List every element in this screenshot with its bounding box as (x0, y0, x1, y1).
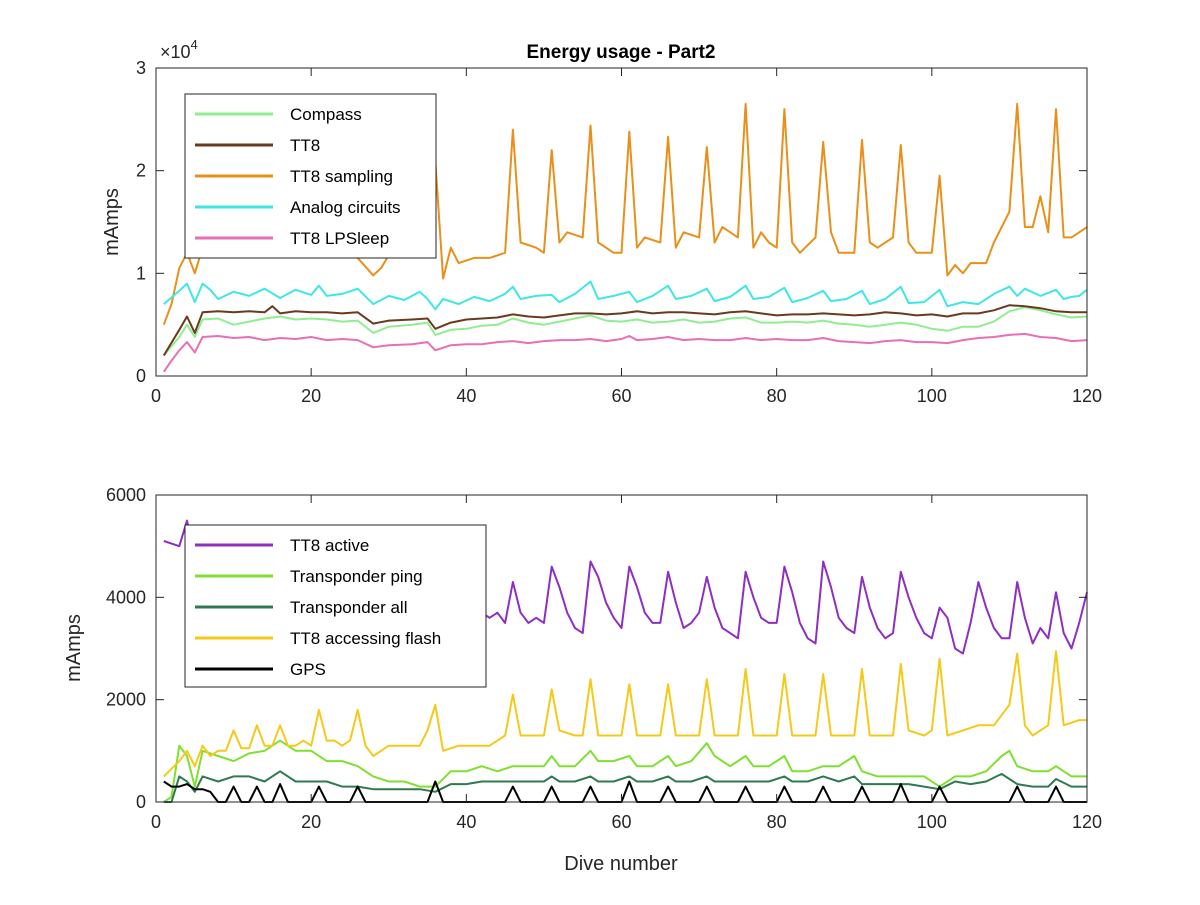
legend-label-gps: GPS (290, 660, 326, 679)
bottom-legend: TT8 active Transponder ping Transponder al… (184, 524, 487, 688)
exponent-power: 4 (191, 37, 198, 52)
top-x-tick-label: 80 (767, 386, 787, 406)
bottom-x-tick-label: 60 (611, 812, 631, 832)
legend-label-transponder-ping: Transponder ping (290, 567, 423, 586)
bottom-y-tick-label: 6000 (106, 485, 146, 505)
top-y-tick-label: 2 (136, 161, 146, 181)
top-y-tick-label: 0 (136, 366, 146, 386)
top-y-axis-label: mAmps (101, 188, 123, 256)
series-line-transponder-all (163, 770, 1087, 803)
legend-label-tt8-sampling: TT8 sampling (290, 167, 393, 186)
series-line-tt8-lpsleep (162, 332, 1088, 373)
legend-label-tt8-active: TT8 active (290, 536, 369, 555)
legend-label-compass: Compass (290, 105, 362, 124)
top-legend: Compass TT8 TT8 sampling Analog circuits TT8… (184, 93, 437, 259)
top-x-tick-label: 60 (611, 386, 631, 406)
top-y-exponent: ×104 (160, 37, 198, 62)
legend-label-transponder-all: Transponder all (290, 598, 408, 617)
chart-title: Energy usage - Part2 (526, 42, 715, 63)
bottom-x-tick-label: 100 (917, 812, 947, 832)
bottom-y-tick-label: 0 (136, 792, 146, 812)
bottom-ticks: 0 20 40 60 80 100 120 0 2000 4000 6000 (106, 485, 1102, 832)
series-line-compass (163, 306, 1088, 357)
series-line-tt8-accessing-flash (163, 650, 1087, 778)
top-ticks: 0 20 40 60 80 100 120 0 1 2 3 (136, 58, 1102, 406)
top-x-tick-label: 120 (1072, 386, 1102, 406)
bottom-x-tick-label: 120 (1072, 812, 1102, 832)
bottom-x-tick-label: 20 (301, 812, 321, 832)
legend-label-tt8: TT8 (290, 136, 320, 155)
series-line-transponder-ping (163, 739, 1087, 803)
bottom-y-tick-label: 4000 (106, 587, 146, 607)
series-line-tt8-sampling (162, 102, 1088, 326)
bottom-x-tick-label: 40 (456, 812, 476, 832)
top-x-tick-label: 40 (456, 386, 476, 406)
top-axes: 0 20 40 60 80 100 120 0 1 2 3 Energy usage - Part2… (101, 37, 1102, 406)
bottom-axes: 0 20 40 60 80 100 120 0 2000 4000 6000 Dive number… (63, 485, 1102, 875)
bottom-x-tick-label: 0 (151, 812, 161, 832)
bottom-legend-box (184, 524, 487, 688)
legend-label-tt8-accessing-flash: TT8 accessing flash (290, 629, 441, 648)
bottom-y-axis-label: mAmps (63, 614, 85, 682)
series-line-tt8 (162, 304, 1087, 357)
exponent-base: ×10 (160, 42, 191, 62)
legend-label-analog-circuits: Analog circuits (290, 198, 401, 217)
series-line-analog-circuits (163, 280, 1088, 311)
bottom-x-tick-label: 80 (767, 812, 787, 832)
x-axis-label: Dive number (564, 853, 678, 875)
legend-label-tt8-lpsleep: TT8 LPSleep (290, 229, 389, 248)
top-series-lines (162, 102, 1088, 373)
top-x-tick-label: 0 (151, 386, 161, 406)
top-x-tick-label: 20 (301, 386, 321, 406)
top-y-tick-label: 1 (136, 263, 146, 283)
top-x-tick-label: 100 (917, 386, 947, 406)
bottom-y-tick-label: 2000 (106, 690, 146, 710)
top-y-tick-label: 3 (136, 58, 146, 78)
